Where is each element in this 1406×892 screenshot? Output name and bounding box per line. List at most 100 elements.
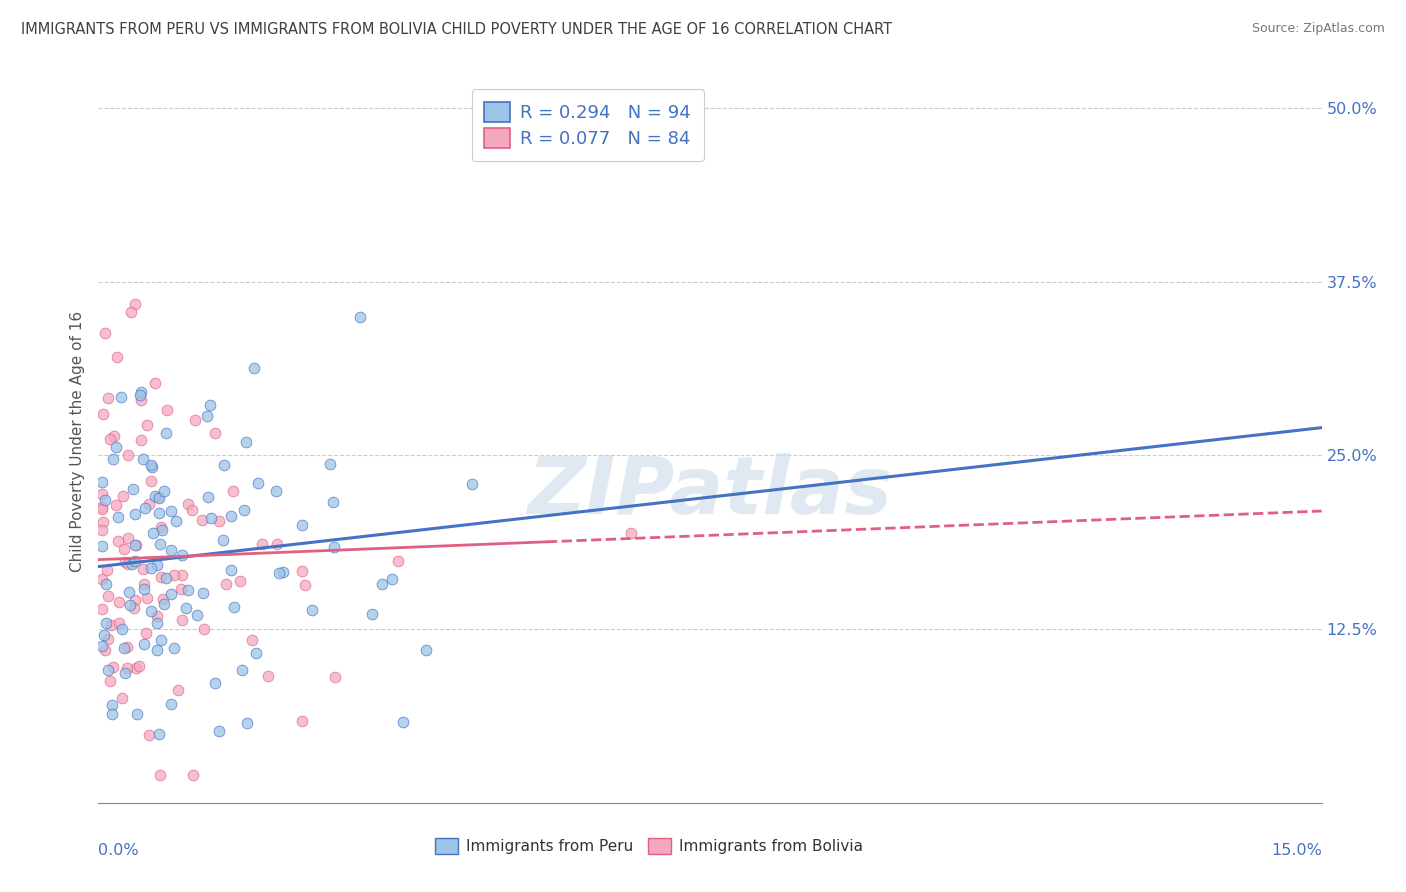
Point	[112, 640, 135, 655]
Point	[319, 457, 342, 471]
Text: IMMIGRANTS FROM PERU VS IMMIGRANTS FROM BOLIVIA CHILD POVERTY UNDER THE AGE OF 1: IMMIGRANTS FROM PERU VS IMMIGRANTS FROM …	[21, 22, 893, 37]
Point	[148, 491, 170, 505]
Point	[149, 632, 172, 647]
Point	[91, 523, 114, 537]
Point	[221, 484, 243, 499]
Point	[184, 413, 207, 427]
Point	[181, 768, 204, 782]
Point	[145, 609, 167, 624]
Point	[165, 514, 187, 528]
Point	[117, 661, 139, 675]
Point	[291, 517, 314, 532]
Point	[98, 432, 121, 446]
Point	[235, 434, 257, 449]
Point	[271, 565, 294, 579]
Point	[204, 676, 226, 690]
Point	[124, 507, 146, 521]
Point	[160, 504, 183, 518]
Point	[121, 557, 143, 571]
Point	[132, 562, 155, 576]
Text: ZIPatlas: ZIPatlas	[527, 453, 893, 531]
Point	[219, 509, 242, 524]
Point	[91, 500, 114, 515]
Point	[120, 305, 142, 319]
Point	[132, 637, 155, 651]
Point	[620, 526, 643, 541]
Point	[266, 484, 288, 499]
Point	[128, 659, 150, 673]
Point	[91, 572, 114, 586]
Point	[91, 639, 114, 653]
Point	[94, 326, 117, 340]
Point	[134, 500, 156, 515]
Point	[266, 537, 288, 551]
Point	[170, 548, 193, 562]
Point	[107, 534, 129, 549]
Point	[322, 540, 344, 554]
Point	[138, 727, 160, 741]
Point	[245, 646, 267, 660]
Point	[94, 493, 117, 508]
Point	[172, 613, 194, 627]
Point	[361, 607, 384, 622]
Point	[219, 563, 242, 577]
Text: Source: ZipAtlas.com: Source: ZipAtlas.com	[1251, 22, 1385, 36]
Point	[118, 585, 141, 599]
Point	[387, 554, 409, 568]
Point	[235, 715, 257, 730]
Point	[110, 390, 132, 404]
Point	[155, 571, 177, 585]
Point	[117, 448, 139, 462]
Point	[124, 296, 146, 310]
Point	[294, 577, 316, 591]
Point	[129, 393, 152, 408]
Point	[91, 408, 114, 422]
Point	[143, 490, 166, 504]
Point	[231, 663, 253, 677]
Point	[291, 564, 314, 578]
Point	[381, 572, 404, 586]
Point	[135, 591, 157, 605]
Point	[94, 643, 117, 657]
Point	[136, 418, 159, 433]
Point	[139, 474, 162, 488]
Point	[97, 632, 120, 647]
Point	[117, 557, 139, 571]
Point	[118, 598, 141, 612]
Point	[115, 640, 138, 654]
Point	[181, 503, 204, 517]
Point	[155, 425, 177, 440]
Point	[105, 351, 128, 365]
Point	[107, 509, 129, 524]
Point	[193, 585, 215, 599]
Point	[97, 589, 120, 603]
Point	[174, 601, 197, 615]
Point	[200, 510, 222, 524]
Point	[229, 574, 252, 588]
Point	[177, 582, 200, 597]
Point	[170, 567, 193, 582]
Point	[160, 586, 183, 600]
Point	[114, 665, 136, 680]
Point	[246, 476, 269, 491]
Point	[152, 484, 174, 499]
Point	[112, 542, 135, 557]
Point	[322, 495, 344, 509]
Point	[91, 539, 114, 553]
Point	[208, 724, 231, 739]
Point	[150, 520, 173, 534]
Point	[211, 533, 233, 547]
Point	[415, 643, 437, 657]
Point	[242, 632, 264, 647]
Point	[177, 497, 200, 511]
Point	[150, 523, 173, 537]
Point	[125, 661, 148, 675]
Point	[101, 698, 124, 713]
Point	[204, 426, 226, 441]
Point	[139, 604, 162, 618]
Point	[148, 727, 170, 741]
Point	[243, 361, 266, 376]
Point	[153, 597, 176, 611]
Point	[198, 398, 221, 412]
Point	[132, 577, 155, 591]
